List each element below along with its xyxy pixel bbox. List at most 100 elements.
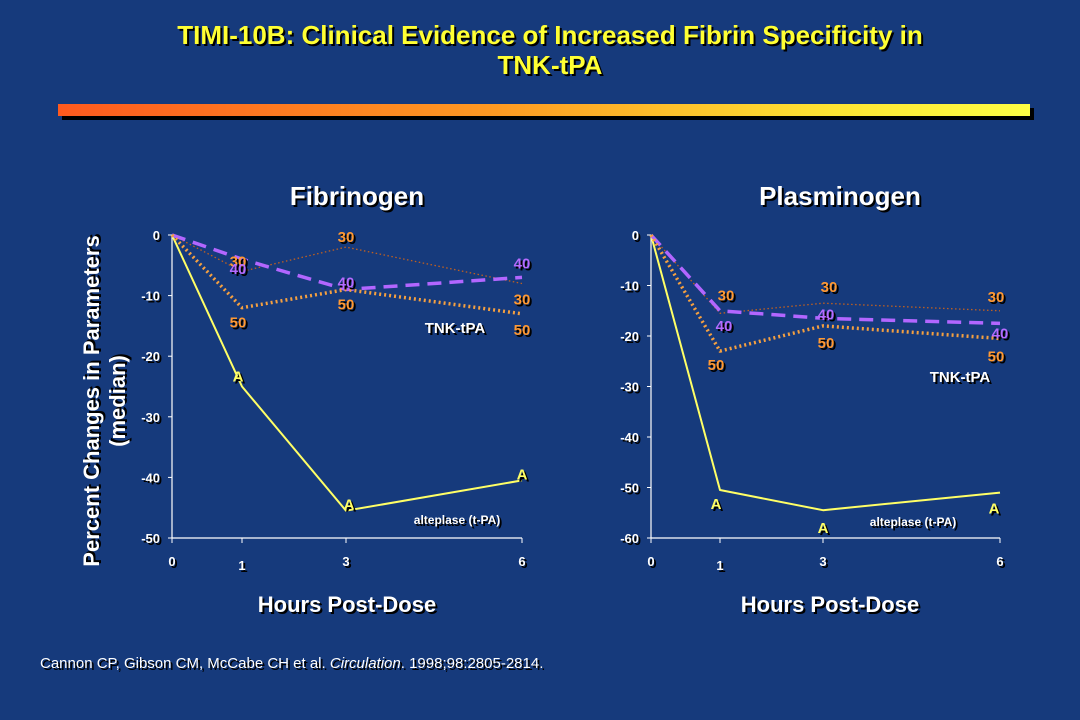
- chart-1-alteplase-label-shadow: alteplase (t-PA): [872, 517, 958, 531]
- chart-0-series-A-label-shadow: A: [235, 371, 246, 388]
- chart-1-series-A-label-shadow: A: [820, 522, 831, 539]
- chart-1-series-30-label-shadow: 30: [990, 291, 1007, 308]
- chart-0-series-40-label-shadow: 40: [340, 277, 357, 294]
- chart-0-series-40-label-shadow: 40: [232, 263, 249, 280]
- chart-0-series-40-label: 40: [338, 275, 355, 292]
- chart-0-series-40-label: 40: [514, 255, 531, 272]
- chart-0-x-tick-label-shadow: 1: [240, 560, 247, 575]
- chart-1-y-tick-label-shadow: -50: [622, 483, 641, 498]
- chart-0-alteplase-label-shadow: alteplase (t-PA): [416, 515, 502, 529]
- chart-0-series-50-label-shadow: 50: [232, 317, 249, 334]
- chart-1-series-40-label-shadow: 40: [820, 308, 837, 325]
- chart-1-series-40-label: 40: [716, 318, 733, 335]
- chart-1-series-A-label-shadow: A: [713, 498, 724, 515]
- chart-0-title-shadow: Fibrinogen: [292, 183, 426, 213]
- chart-1-series-30-label: 30: [821, 279, 838, 296]
- chart-0-series-30-label: 30: [514, 291, 531, 308]
- chart-0-y-tick-label: -20: [141, 349, 160, 364]
- chart-1-series-A-label-shadow: A: [991, 503, 1002, 520]
- chart-0-y-tick-label: -10: [141, 289, 160, 304]
- chart-1-alteplase-label: alteplase (t-PA): [870, 515, 956, 529]
- chart-0-series-A-label: A: [517, 466, 528, 483]
- chart-0-y-tick-label-shadow: 0: [155, 230, 162, 245]
- chart-1-series-A-label: A: [711, 496, 722, 513]
- chart-0-series-50-line: [170, 233, 523, 316]
- chart-1-y-tick-label: -20: [620, 329, 639, 344]
- chart-1-series-50-label-shadow: 50: [990, 351, 1007, 368]
- citation-details: . 1998;98:2805-2814.: [400, 655, 544, 672]
- chart-1-series-40-line: [649, 233, 1001, 326]
- chart-1-x-tick-label-shadow: 0: [649, 556, 656, 571]
- chart-1-x-axis-label: Hours Post-Dose: [741, 592, 919, 617]
- chart-0-x-tick-label: 6: [518, 554, 525, 569]
- chart-1-y-tick-label-shadow: -20: [622, 331, 641, 346]
- chart-1-title-shadow: Plasminogen: [761, 183, 923, 213]
- chart-0-alteplase-label: alteplase (t-PA): [414, 513, 500, 527]
- chart-0-series-40-label: 40: [230, 261, 247, 278]
- chart-0-series-40-label-shadow: 40: [516, 257, 533, 274]
- chart-0-series-30-label-shadow: 30: [340, 231, 357, 248]
- chart-0-y-tick-label-shadow: -50: [143, 533, 162, 548]
- chart-1-y-tick-label-shadow: -60: [622, 533, 641, 548]
- chart-1-x-tick-label-shadow: 6: [998, 556, 1005, 571]
- chart-0-y-tick-label-shadow: -30: [143, 412, 162, 427]
- chart-0-y-tick-label: 0: [153, 228, 160, 243]
- chart-0-x-tick-label-shadow: 6: [520, 556, 527, 571]
- chart-0-x-tick-label-shadow: 0: [170, 556, 177, 571]
- chart-0-series-A-label-shadow: A: [346, 499, 357, 516]
- chart-1-series-40-label: 40: [818, 306, 835, 323]
- title-underline-bar: [58, 104, 1030, 116]
- chart-0-series-30-label-shadow: 30: [232, 255, 249, 272]
- chart-1-y-tick-label: -50: [620, 481, 639, 496]
- chart-0-series-30-line: [171, 234, 523, 285]
- chart-1-y-tick-label: 0: [632, 228, 639, 243]
- chart-1-title: Plasminogen: [759, 181, 921, 211]
- chart-0-series-30-label: 30: [230, 253, 247, 270]
- chart-0-x-tick-label: 1: [238, 558, 245, 573]
- chart-1-series-30-line: [650, 234, 1001, 314]
- chart-0-y-tick-label: -40: [141, 470, 160, 485]
- chart-0-y-tick-label: -30: [141, 410, 160, 425]
- chart-1-series-A-label: A: [818, 520, 829, 537]
- chart-0-y-tick-label-shadow: -10: [143, 291, 162, 306]
- citation-journal: Circulation: [329, 655, 401, 672]
- chart-0-series-50-label: 50: [514, 322, 531, 339]
- chart-1-series-50-label: 50: [818, 335, 835, 352]
- chart-0-tnk-label: TNK-tPA: [425, 320, 486, 337]
- chart-1-tnk-label: TNK-tPA: [930, 369, 991, 386]
- chart-1-y-tick-label: -40: [620, 430, 639, 445]
- chart-0-series-A-line: [171, 234, 523, 512]
- chart-0-x-tick-label: 0: [168, 554, 175, 569]
- chart-0-series-A-label: A: [344, 497, 355, 514]
- chart-1-series-50-label-shadow: 50: [710, 359, 727, 376]
- citation-authors: Cannon CP, Gibson CM, McCabe CH et al.: [40, 655, 326, 672]
- chart-1-series-50-label-shadow: 50: [820, 337, 837, 354]
- chart-1-series-50-label: 50: [708, 357, 725, 374]
- chart-0-y-tick-label-shadow: -40: [143, 472, 162, 487]
- chart-0-x-tick-label: 3: [342, 554, 349, 569]
- chart-0-series-A-label: A: [233, 369, 244, 386]
- chart-1-series-50-label: 50: [988, 349, 1005, 366]
- chart-1-x-axis-label-shadow: Hours Post-Dose: [743, 594, 921, 619]
- chart-1-x-tick-label: 3: [819, 554, 826, 569]
- chart-1-series-40-label-shadow: 40: [718, 320, 735, 337]
- chart-0-series-50-label-shadow: 50: [516, 324, 533, 341]
- chart-0-x-tick-label-shadow: 3: [344, 556, 351, 571]
- chart-1-x-tick-label: 6: [996, 554, 1003, 569]
- chart-1-x-tick-label: 0: [647, 554, 654, 569]
- chart-1-y-tick-label-shadow: 0: [634, 230, 641, 245]
- chart-1-x-tick-label-shadow: 1: [718, 560, 725, 575]
- chart-0-series-50-label-shadow: 50: [340, 299, 357, 316]
- slide-title: TIMI-10B: Clinical Evidence of Increased…: [40, 20, 1060, 80]
- chart-1-series-40-label-shadow: 40: [994, 327, 1011, 344]
- chart-1-y-tick-label: -30: [620, 380, 639, 395]
- chart-0-series-30-label: 30: [338, 229, 355, 246]
- chart-1-series-40-label: 40: [992, 325, 1009, 342]
- chart-0-series-30-label-shadow: 30: [516, 293, 533, 310]
- chart-1-series-30-label-shadow: 30: [720, 289, 737, 306]
- chart-1-series-A-label: A: [989, 501, 1000, 518]
- chart-1-series-A-line: [650, 234, 1001, 512]
- chart-1-series-30-label: 30: [718, 287, 735, 304]
